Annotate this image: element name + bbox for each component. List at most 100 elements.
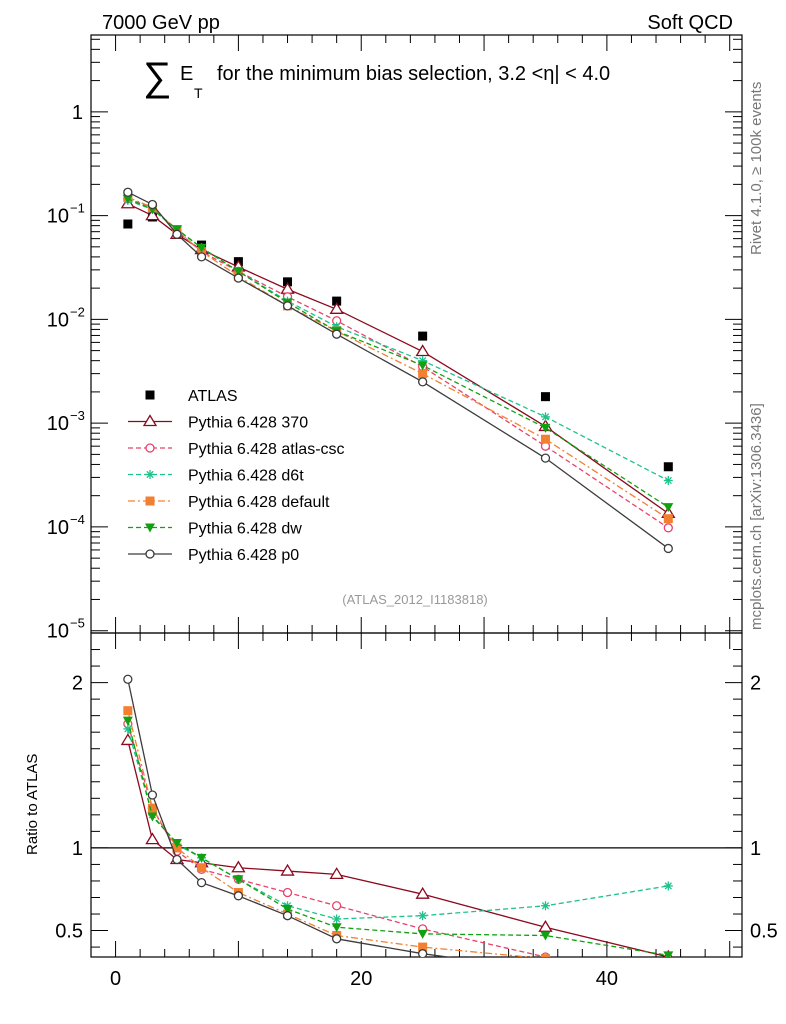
main-point-p0 — [147, 199, 158, 210]
main-point-dw — [417, 361, 428, 371]
ratio-point-default — [418, 942, 428, 952]
ratio-point-p370 — [231, 860, 246, 873]
main-point-dw — [196, 243, 207, 253]
ratio-line-d6t — [127, 728, 669, 920]
ratio-point-p0 — [172, 854, 182, 865]
legend-entry-default: Pythia 6.428 default — [128, 494, 330, 511]
main-point-dw — [171, 225, 182, 235]
legend-marker-dw — [145, 523, 155, 533]
ratio-line-p0 — [127, 679, 453, 957]
ratio-point-d6t — [540, 901, 550, 911]
analysis-watermark: (ATLAS_2012_I1183818) — [342, 592, 488, 607]
main-ytick-exponent: −4 — [70, 512, 85, 527]
main-point-d6t — [663, 476, 673, 486]
legend-label-d6t: Pythia 6.428 d6t — [188, 468, 304, 485]
ratio-point-default — [123, 706, 133, 716]
ratio-ytick-label: 1 — [72, 838, 83, 860]
legend-label-ATLAS: ATLAS — [188, 388, 238, 405]
main-ytick-label: 10 — [47, 517, 69, 539]
legend: ATLAS Pythia 6.428 370 Pythia 6.428 atlas-… — [128, 388, 345, 564]
main-line-p0 — [127, 191, 669, 549]
main-point-default — [663, 514, 673, 524]
main-point-p0 — [540, 453, 551, 463]
ratio-point-p370 — [415, 886, 430, 899]
main-point-ATLAS — [332, 296, 342, 306]
main-point-p0 — [233, 273, 244, 283]
main-point-d6t — [540, 412, 550, 422]
header-category: Soft QCD — [647, 12, 733, 34]
ratio-point-p0 — [123, 674, 133, 684]
main-point-p0 — [282, 301, 293, 311]
main-point-default — [540, 434, 550, 444]
ratio-point-p0 — [417, 949, 428, 957]
legend-marker-ATLAS — [145, 390, 155, 400]
ratio-point-p0 — [196, 877, 207, 888]
ratio-point-d6t — [418, 911, 428, 921]
ratio-ytick-label: 0.5 — [55, 921, 83, 943]
main-point-p0 — [172, 229, 182, 239]
legend-label-dw: Pythia 6.428 dw — [188, 521, 302, 538]
ratio-point-default — [540, 954, 550, 957]
ratio-point-dw — [171, 838, 182, 848]
main-point-atlas_csc — [663, 523, 673, 533]
main-axes: 110−110−210−310−410−5 — [47, 35, 742, 643]
legend-marker-atlas_csc — [145, 443, 155, 453]
main-point-dw — [122, 194, 133, 204]
legend-marker-d6t — [145, 470, 155, 479]
ratio-point-dw — [331, 923, 342, 933]
ratio-line-p370 — [127, 740, 669, 957]
ratio-point-dw — [122, 716, 133, 726]
ratio-xtick-label: 40 — [596, 968, 618, 990]
main-point-ATLAS — [663, 462, 673, 472]
header-energy: 7000 GeV pp — [102, 12, 220, 34]
ratio-point-atlas_csc — [664, 966, 672, 974]
main-ytick-label: 1 — [72, 102, 83, 124]
ratio-xtick-label: 20 — [350, 968, 372, 990]
legend-marker-default — [145, 496, 155, 506]
ratio-point-p0 — [147, 790, 158, 800]
ratio-xtick-label: 0 — [110, 968, 121, 990]
main-point-p0 — [196, 252, 207, 262]
mcplots-label: mcplots.cern.ch [arXiv:1306.3436] — [748, 403, 765, 630]
main-ytick-exponent: −2 — [70, 304, 85, 319]
title-rest: for the minimum bias selection, 3.2 <η| … — [217, 63, 610, 85]
main-line-d6t — [127, 199, 669, 482]
ratio-point-p370 — [145, 832, 160, 845]
ratio-point-p0 — [664, 981, 672, 989]
legend-entry-p0: Pythia 6.428 p0 — [128, 547, 299, 564]
main-ytick-exponent: −5 — [70, 616, 85, 631]
ratio-plot-frame — [90, 632, 743, 958]
ratio-point-dw — [147, 812, 158, 822]
legend-label-atlas_csc: Pythia 6.428 atlas-csc — [188, 441, 345, 458]
legend-entry-atlas_csc: Pythia 6.428 atlas-csc — [128, 441, 345, 458]
main-line-default — [127, 196, 669, 520]
ratio-point-dw — [233, 875, 244, 885]
main-series — [120, 187, 676, 554]
main-point-ATLAS — [540, 392, 550, 402]
legend-label-p0: Pythia 6.428 p0 — [188, 547, 299, 564]
ratio-point-default — [664, 957, 673, 966]
ratio-line-dw — [127, 720, 669, 956]
main-point-ATLAS — [283, 277, 293, 287]
ratio-point-dw — [417, 929, 428, 939]
main-ytick-label: 10 — [47, 309, 69, 331]
main-point-p0 — [332, 329, 342, 339]
ratio-point-atlas_csc — [332, 901, 342, 911]
ratio-series — [120, 674, 674, 989]
ratio-point-dw — [196, 853, 207, 863]
main-point-p0 — [123, 187, 133, 197]
rivet-label: Rivet 4.1.0, ≥ 100k events — [748, 82, 765, 255]
main-point-p370 — [145, 208, 160, 221]
ratio-point-dw — [540, 931, 551, 941]
ratio-ytick-label-right: 0.5 — [750, 921, 778, 943]
ratio-point-d6t — [332, 914, 342, 924]
ratio-point-p0 — [282, 911, 293, 921]
ratio-point-atlas_csc — [282, 887, 293, 898]
main-point-p370 — [329, 302, 344, 314]
main-point-p0 — [417, 377, 428, 387]
ratio-ytick-label-right: 2 — [750, 673, 761, 695]
legend-label-default: Pythia 6.428 default — [188, 494, 330, 511]
main-ytick-label: 10 — [47, 413, 69, 435]
main-point-default — [418, 369, 428, 379]
ratio-point-default — [147, 803, 157, 813]
